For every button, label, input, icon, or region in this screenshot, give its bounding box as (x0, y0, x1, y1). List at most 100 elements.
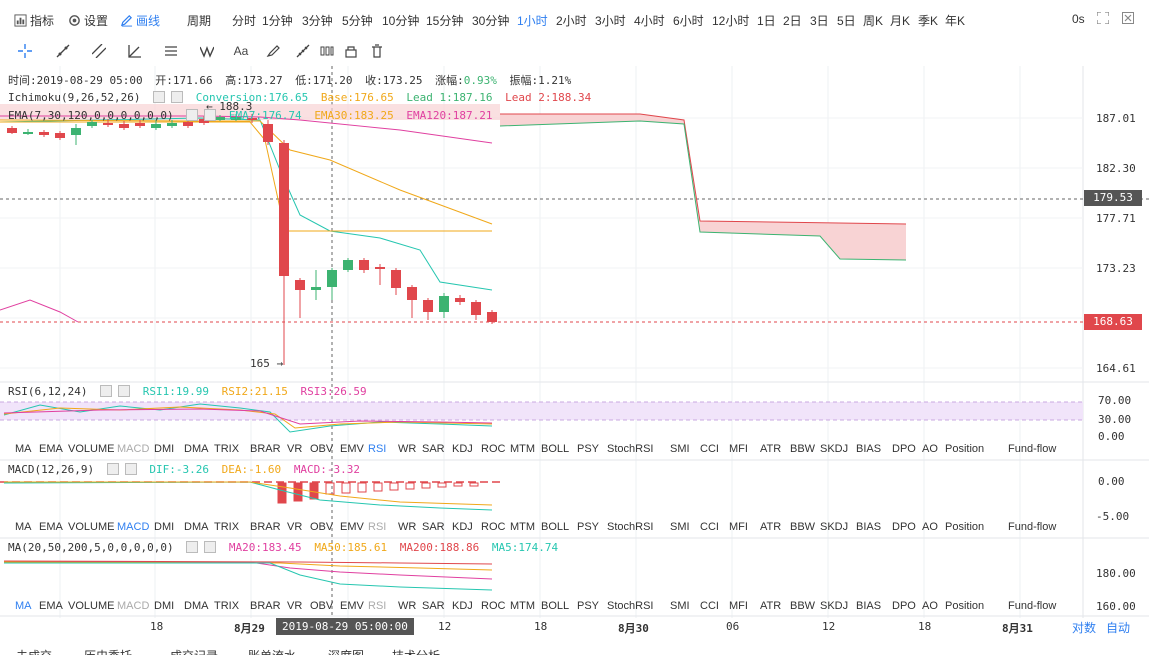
period-option[interactable]: 季K (918, 14, 939, 28)
indicator-tab-boll[interactable]: BOLL (541, 600, 570, 612)
indicator-tab-stochrsi[interactable]: StochRSI (607, 600, 654, 612)
indicator-tab-brar[interactable]: BRAR (250, 600, 281, 612)
indicator-tab-trix[interactable]: TRIX (214, 521, 240, 533)
indicator-tab-fund-flow[interactable]: Fund-flow (1008, 600, 1057, 612)
indicator-tab-ao[interactable]: AO (922, 600, 938, 612)
indicator-tab-trix[interactable]: TRIX (214, 443, 240, 455)
tab-depth-chart[interactable]: 深度图 (328, 647, 364, 655)
indicator-tab-skdj[interactable]: SKDJ (820, 600, 849, 612)
close-icon[interactable] (124, 463, 137, 475)
indicator-tab-fund-flow[interactable]: Fund-flow (1008, 443, 1057, 455)
indicator-tab-ema[interactable]: EMA (39, 521, 63, 533)
period-option[interactable]: 12小时 (712, 14, 750, 28)
indicator-tab-smi[interactable]: SMI (670, 600, 690, 612)
indicator-tab-boll[interactable]: BOLL (541, 443, 570, 455)
indicator-tab-wr[interactable]: WR (398, 443, 417, 455)
period-option[interactable]: 2小时 (556, 14, 587, 28)
indicator-tab-bias[interactable]: BIAS (856, 443, 882, 455)
indicator-tab-stochrsi[interactable]: StochRSI (607, 443, 654, 455)
indicator-tab-mtm[interactable]: MTM (510, 443, 536, 455)
period-option[interactable]: 5日 (837, 14, 856, 28)
indicator-tab-obv[interactable]: OBV (310, 600, 334, 612)
angle-tool-icon[interactable] (122, 44, 148, 62)
trendline-tool-icon[interactable] (50, 44, 76, 62)
indicator-tab-ma[interactable]: MA (15, 600, 32, 612)
indicator-tab-atr[interactable]: ATR (760, 443, 782, 455)
indicator-tab-psy[interactable]: PSY (577, 443, 600, 455)
pattern-tool-icon[interactable] (314, 44, 340, 62)
indicator-tab-emv[interactable]: EMV (340, 521, 364, 533)
period-option[interactable]: 30分钟 (472, 14, 510, 28)
indicator-tab-brar[interactable]: BRAR (250, 521, 281, 533)
indicator-tab-stochrsi[interactable]: StochRSI (607, 521, 654, 533)
gear-icon[interactable] (186, 109, 199, 121)
indicator-tab-bbw[interactable]: BBW (790, 521, 816, 533)
period-option[interactable]: 3分钟 (302, 14, 333, 28)
indicator-tab-sar[interactable]: SAR (422, 443, 445, 455)
indicator-tab-dma[interactable]: DMA (184, 443, 209, 455)
indicator-tab-dpo[interactable]: DPO (892, 521, 916, 533)
indicator-tab-cci[interactable]: CCI (700, 600, 719, 612)
tab-open-orders[interactable]: 未成交 (16, 647, 52, 655)
indicator-tab-rsi[interactable]: RSI (368, 521, 387, 533)
indicator-tab-dmi[interactable]: DMI (154, 443, 175, 455)
period-option[interactable]: 3日 (810, 14, 829, 28)
indicator-tab-boll[interactable]: BOLL (541, 521, 570, 533)
indicator-tab-obv[interactable]: OBV (310, 521, 334, 533)
gear-icon[interactable] (186, 541, 199, 553)
close-icon[interactable] (118, 385, 131, 397)
indicator-tab-bbw[interactable]: BBW (790, 600, 816, 612)
indicator-tab-cci[interactable]: CCI (700, 521, 719, 533)
period-option[interactable]: 4小时 (634, 14, 665, 28)
indicator-tab-obv[interactable]: OBV (310, 443, 334, 455)
period-option[interactable]: 10分钟 (382, 14, 420, 28)
indicator-tab-dmi[interactable]: DMI (154, 521, 175, 533)
close-icon[interactable] (171, 91, 184, 103)
indicator-tab-volume[interactable]: VOLUME (68, 443, 115, 455)
indicator-tab-roc[interactable]: ROC (481, 600, 506, 612)
indicator-tab-bias[interactable]: BIAS (856, 521, 882, 533)
indicator-tab-atr[interactable]: ATR (760, 600, 782, 612)
indicator-tab-wr[interactable]: WR (398, 600, 417, 612)
indicator-tab-ma[interactable]: MA (15, 443, 32, 455)
indicator-tab-emv[interactable]: EMV (340, 443, 364, 455)
indicator-tab-trix[interactable]: TRIX (214, 600, 240, 612)
indicator-tab-position[interactable]: Position (945, 443, 985, 455)
indicator-tab-smi[interactable]: SMI (670, 521, 690, 533)
indicator-tab-roc[interactable]: ROC (481, 443, 506, 455)
indicator-tab-roc[interactable]: ROC (481, 521, 506, 533)
indicator-tab-brar[interactable]: BRAR (250, 443, 281, 455)
period-option[interactable]: 6小时 (673, 14, 704, 28)
crosshair-tool-icon[interactable] (12, 44, 38, 62)
period-option[interactable]: 15分钟 (426, 14, 464, 28)
tab-bills[interactable]: 账单流水 (248, 647, 296, 655)
indicator-tab-mtm[interactable]: MTM (510, 600, 536, 612)
indicator-tab-macd[interactable]: MACD (117, 521, 150, 533)
indicator-tab-fund-flow[interactable]: Fund-flow (1008, 521, 1057, 533)
indicator-tab-kdj[interactable]: KDJ (452, 443, 473, 455)
brush-tool-icon[interactable] (260, 44, 286, 62)
indicator-tab-ao[interactable]: AO (922, 521, 938, 533)
text-tool-icon[interactable]: Aa (233, 44, 249, 58)
close-icon[interactable] (204, 109, 217, 121)
period-option[interactable]: 1小时 (517, 14, 548, 28)
fullscreen-icon[interactable] (1096, 11, 1110, 27)
indicator-tab-vr[interactable]: VR (287, 600, 303, 612)
indicator-tab-dpo[interactable]: DPO (892, 443, 916, 455)
indicator-tab-dmi[interactable]: DMI (154, 600, 175, 612)
indicator-tab-mfi[interactable]: MFI (729, 600, 748, 612)
close-icon[interactable] (204, 541, 217, 553)
indicator-tab-bbw[interactable]: BBW (790, 443, 816, 455)
indicator-tab-cci[interactable]: CCI (700, 443, 719, 455)
period-option[interactable]: 月K (890, 14, 911, 28)
indicator-tab-volume[interactable]: VOLUME (68, 521, 115, 533)
indicator-tab-emv[interactable]: EMV (340, 600, 364, 612)
indicator-tab-skdj[interactable]: SKDJ (820, 443, 849, 455)
draw-button[interactable]: 画线 (120, 12, 160, 29)
indicator-tab-ma[interactable]: MA (15, 521, 32, 533)
measure-tool-icon[interactable] (290, 44, 316, 62)
indicator-tab-sar[interactable]: SAR (422, 521, 445, 533)
period-option[interactable]: 分时 (232, 14, 257, 28)
indicator-tab-vr[interactable]: VR (287, 443, 303, 455)
period-option[interactable]: 周K (863, 14, 884, 28)
